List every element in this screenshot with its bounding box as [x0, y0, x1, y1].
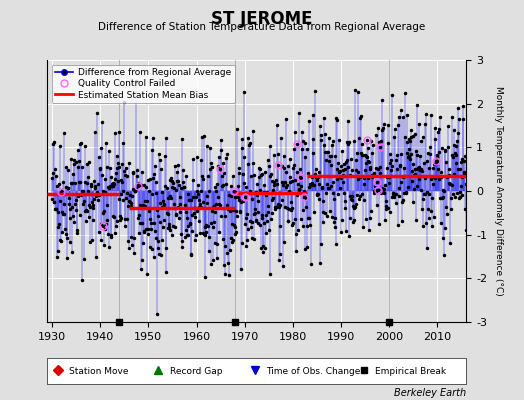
Text: Difference of Station Temperature Data from Regional Average: Difference of Station Temperature Data f…	[99, 22, 425, 32]
Text: Empirical Break: Empirical Break	[375, 367, 446, 376]
Y-axis label: Monthly Temperature Anomaly Difference (°C): Monthly Temperature Anomaly Difference (…	[494, 86, 503, 296]
Text: Time of Obs. Change: Time of Obs. Change	[266, 367, 361, 376]
Text: Record Gap: Record Gap	[170, 367, 223, 376]
Legend: Difference from Regional Average, Quality Control Failed, Estimated Station Mean: Difference from Regional Average, Qualit…	[52, 64, 235, 103]
Text: Berkeley Earth: Berkeley Earth	[394, 388, 466, 398]
Text: ST JEROME: ST JEROME	[211, 10, 313, 28]
Text: Station Move: Station Move	[69, 367, 129, 376]
